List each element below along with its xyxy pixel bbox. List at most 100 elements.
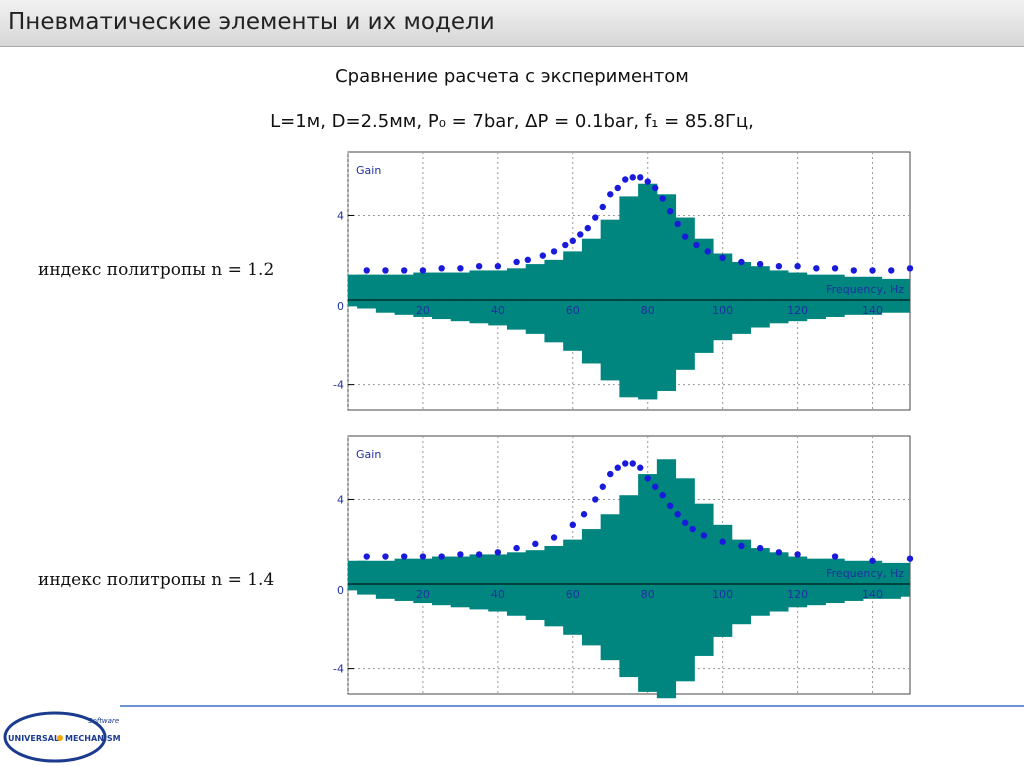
data-point xyxy=(622,176,629,183)
x-tick-label: 140 xyxy=(862,588,883,601)
data-point xyxy=(659,195,666,202)
data-point xyxy=(438,265,445,272)
data-point xyxy=(494,262,502,270)
x-tick-label: 40 xyxy=(491,588,505,601)
data-point xyxy=(689,525,696,533)
data-point xyxy=(775,549,783,556)
label: индекс политропы n = 1.4 xyxy=(38,570,275,590)
data-point xyxy=(869,267,876,274)
band xyxy=(844,276,864,315)
data-point xyxy=(906,555,914,562)
data-point xyxy=(719,254,726,261)
data-point xyxy=(580,511,588,518)
band xyxy=(488,554,508,612)
data-point xyxy=(513,258,520,266)
data-point xyxy=(532,540,539,548)
band xyxy=(563,251,583,351)
logo-ring xyxy=(3,711,107,763)
band xyxy=(544,545,564,627)
band xyxy=(900,278,910,313)
band xyxy=(862,276,883,315)
x-tick-label: 80 xyxy=(641,304,655,317)
x-axis-label: Frequency, Hz xyxy=(826,567,904,580)
data-point xyxy=(599,483,606,490)
x-tick-label: 100 xyxy=(712,304,733,317)
data-point xyxy=(419,553,427,560)
data-point xyxy=(682,233,689,240)
data-point xyxy=(614,464,621,471)
band xyxy=(375,274,396,313)
data-point xyxy=(475,262,483,270)
data-point xyxy=(667,208,674,215)
data-point xyxy=(831,553,839,560)
band xyxy=(469,554,489,610)
band xyxy=(619,495,639,678)
data-point xyxy=(419,267,427,274)
band xyxy=(750,548,770,616)
x-tick-label: 120 xyxy=(787,304,808,317)
data-point xyxy=(513,544,520,552)
band xyxy=(769,270,789,324)
data-point xyxy=(738,258,745,266)
data-point xyxy=(363,553,370,560)
band xyxy=(600,514,620,661)
band xyxy=(581,529,602,646)
band xyxy=(394,274,414,315)
band xyxy=(806,274,826,320)
band xyxy=(731,539,752,625)
band xyxy=(825,274,845,317)
header: Пневматические элементы и их модели xyxy=(0,0,1024,47)
band xyxy=(638,474,658,692)
y-axis-label: Gain xyxy=(356,448,381,461)
data-point xyxy=(888,267,895,274)
band xyxy=(844,560,864,601)
data-point xyxy=(382,553,389,560)
data-point xyxy=(401,267,408,274)
band xyxy=(675,478,695,682)
data-point xyxy=(524,256,532,264)
band xyxy=(413,558,433,604)
data-point xyxy=(652,184,659,192)
data-point xyxy=(831,265,839,272)
logo-text: Software xyxy=(88,717,119,725)
band xyxy=(769,552,789,612)
band xyxy=(488,270,508,326)
data-point xyxy=(584,224,591,232)
band xyxy=(619,196,639,398)
band xyxy=(525,264,545,334)
x-tick-label: 60 xyxy=(566,304,580,317)
data-point xyxy=(667,502,674,509)
data-point xyxy=(550,248,558,255)
band xyxy=(450,272,471,322)
logo-dot xyxy=(57,735,63,741)
data-point xyxy=(494,549,502,556)
band xyxy=(525,550,545,620)
data-point xyxy=(794,551,801,558)
data-point xyxy=(614,184,621,192)
band xyxy=(563,539,583,635)
data-point xyxy=(592,496,599,503)
y-tick-label: 4 xyxy=(337,209,344,222)
band xyxy=(581,238,602,364)
band xyxy=(713,253,733,341)
data-point xyxy=(719,538,726,545)
y-tick-label: -4 xyxy=(333,663,344,676)
band xyxy=(656,194,677,391)
band xyxy=(656,459,677,699)
data-point xyxy=(704,248,711,255)
band xyxy=(694,503,714,656)
band xyxy=(881,278,901,313)
band xyxy=(694,238,714,353)
y-axis-label: Gain xyxy=(356,164,381,177)
band xyxy=(506,268,527,330)
data-point xyxy=(682,519,689,526)
data-point xyxy=(363,267,370,274)
data-point xyxy=(607,191,614,198)
data-point xyxy=(869,557,876,564)
data-point xyxy=(569,521,576,529)
band xyxy=(638,183,658,400)
band xyxy=(432,272,452,320)
band xyxy=(357,274,377,309)
band xyxy=(731,261,752,334)
